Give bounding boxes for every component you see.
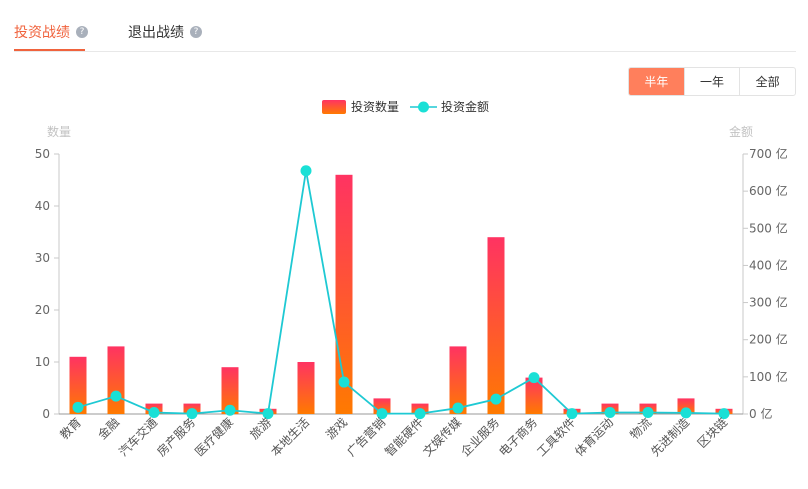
y-right-tick-label: 500 亿 [749, 220, 788, 235]
x-tick-label: 智能硬件 [382, 415, 427, 460]
point-先进制造 [680, 407, 692, 419]
point-智能硬件 [414, 408, 426, 420]
x-tick-label: 先进制造 [648, 415, 692, 459]
active-tab-indicator [14, 49, 85, 51]
y-left-tick-label: 0 [42, 407, 50, 421]
point-本地生活 [300, 165, 312, 177]
x-tick-label: 电子商务 [496, 415, 541, 460]
range-all-button[interactable]: 全部 [755, 75, 780, 89]
point-教育 [72, 401, 84, 413]
x-tick-label: 工具软件 [534, 415, 578, 459]
y-right-tick-label: 0 亿 [749, 406, 772, 421]
tab-exit-record[interactable]: 退出战绩 ? [128, 22, 202, 42]
bar-本地生活 [297, 362, 315, 414]
tab-bar: 投资战绩 ? 退出战绩 ? [0, 0, 808, 52]
y-right-tick-label: 200 亿 [749, 332, 788, 347]
x-tick-label: 教育 [57, 415, 85, 443]
bar-电子商务 [525, 377, 543, 414]
x-tick-label: 金融 [95, 415, 123, 443]
bar-金融 [107, 346, 125, 414]
help-icon[interactable]: ? [76, 26, 88, 38]
time-range-toggle: 半年 一年 全部 [628, 67, 796, 96]
x-tick-label: 物流 [627, 415, 654, 442]
point-房产服务 [186, 408, 198, 420]
y-left-tick-label: 20 [35, 303, 50, 317]
x-tick-label: 房产服务 [154, 415, 199, 460]
bar-文娱传媒 [449, 346, 467, 414]
point-金融 [110, 390, 122, 402]
x-tick-label: 本地生活 [268, 415, 312, 459]
point-广告营销 [376, 408, 388, 420]
bar-教育 [69, 356, 87, 414]
tab-investment-record[interactable]: 投资战绩 ? [14, 22, 88, 42]
y-right-tick-label: 400 亿 [749, 257, 788, 272]
y-left-tick-label: 30 [35, 251, 50, 265]
y-right-tick-label: 300 亿 [749, 295, 788, 310]
x-tick-label: 旅游 [247, 415, 274, 442]
tab-exit-label: 退出战绩 [128, 25, 184, 41]
chart-legend: 投资数量 投资金额 [322, 99, 489, 114]
legend-bar-swatch [322, 100, 346, 114]
x-tick-label: 文娱传媒 [420, 415, 465, 460]
y-left-tick-label: 50 [35, 147, 50, 161]
point-物流 [642, 407, 654, 419]
legend-label-amount: 投资金额 [441, 99, 489, 114]
point-文娱传媒 [452, 402, 464, 414]
bar-企业服务 [487, 237, 505, 414]
point-体育运动 [604, 407, 616, 419]
point-游戏 [338, 376, 350, 388]
y-right-tick-label: 600 亿 [749, 183, 788, 198]
point-医疗健康 [224, 404, 236, 416]
legend-label-count: 投资数量 [351, 99, 399, 114]
x-tick-label: 医疗健康 [192, 415, 237, 460]
x-tick-label: 企业服务 [458, 415, 503, 460]
range-one-year-button[interactable]: 一年 [685, 68, 741, 95]
bar-医疗健康 [221, 367, 239, 414]
tab-investment-label: 投资战绩 [14, 25, 70, 41]
help-icon[interactable]: ? [190, 26, 202, 38]
point-电子商务 [528, 372, 540, 384]
y-left-axis-title: 数量 [47, 124, 71, 139]
y-left-tick-label: 40 [35, 199, 50, 213]
y-right-tick-label: 700 亿 [749, 146, 788, 161]
y-right-tick-label: 100 亿 [749, 369, 788, 384]
point-汽车交通 [148, 407, 160, 419]
range-half-year-button[interactable]: 半年 [629, 68, 685, 95]
line-series [72, 165, 730, 420]
x-tick-label: 广告营销 [344, 415, 388, 459]
tabs-divider [14, 51, 796, 52]
amount-line [77, 170, 725, 415]
x-tick-label: 体育运动 [572, 415, 617, 460]
x-tick-label: 汽车交通 [116, 415, 161, 460]
point-工具软件 [566, 408, 578, 420]
bar-series [69, 174, 733, 414]
point-企业服务 [490, 393, 502, 405]
x-tick-label: 游戏 [323, 415, 350, 442]
x-tick-label: 区块链 [694, 415, 730, 451]
y-right-axis-title: 金额 [729, 124, 753, 139]
point-区块链 [718, 408, 730, 420]
legend-point-swatch [418, 101, 429, 113]
y-left-tick-label: 10 [35, 355, 50, 369]
point-旅游 [262, 408, 274, 420]
